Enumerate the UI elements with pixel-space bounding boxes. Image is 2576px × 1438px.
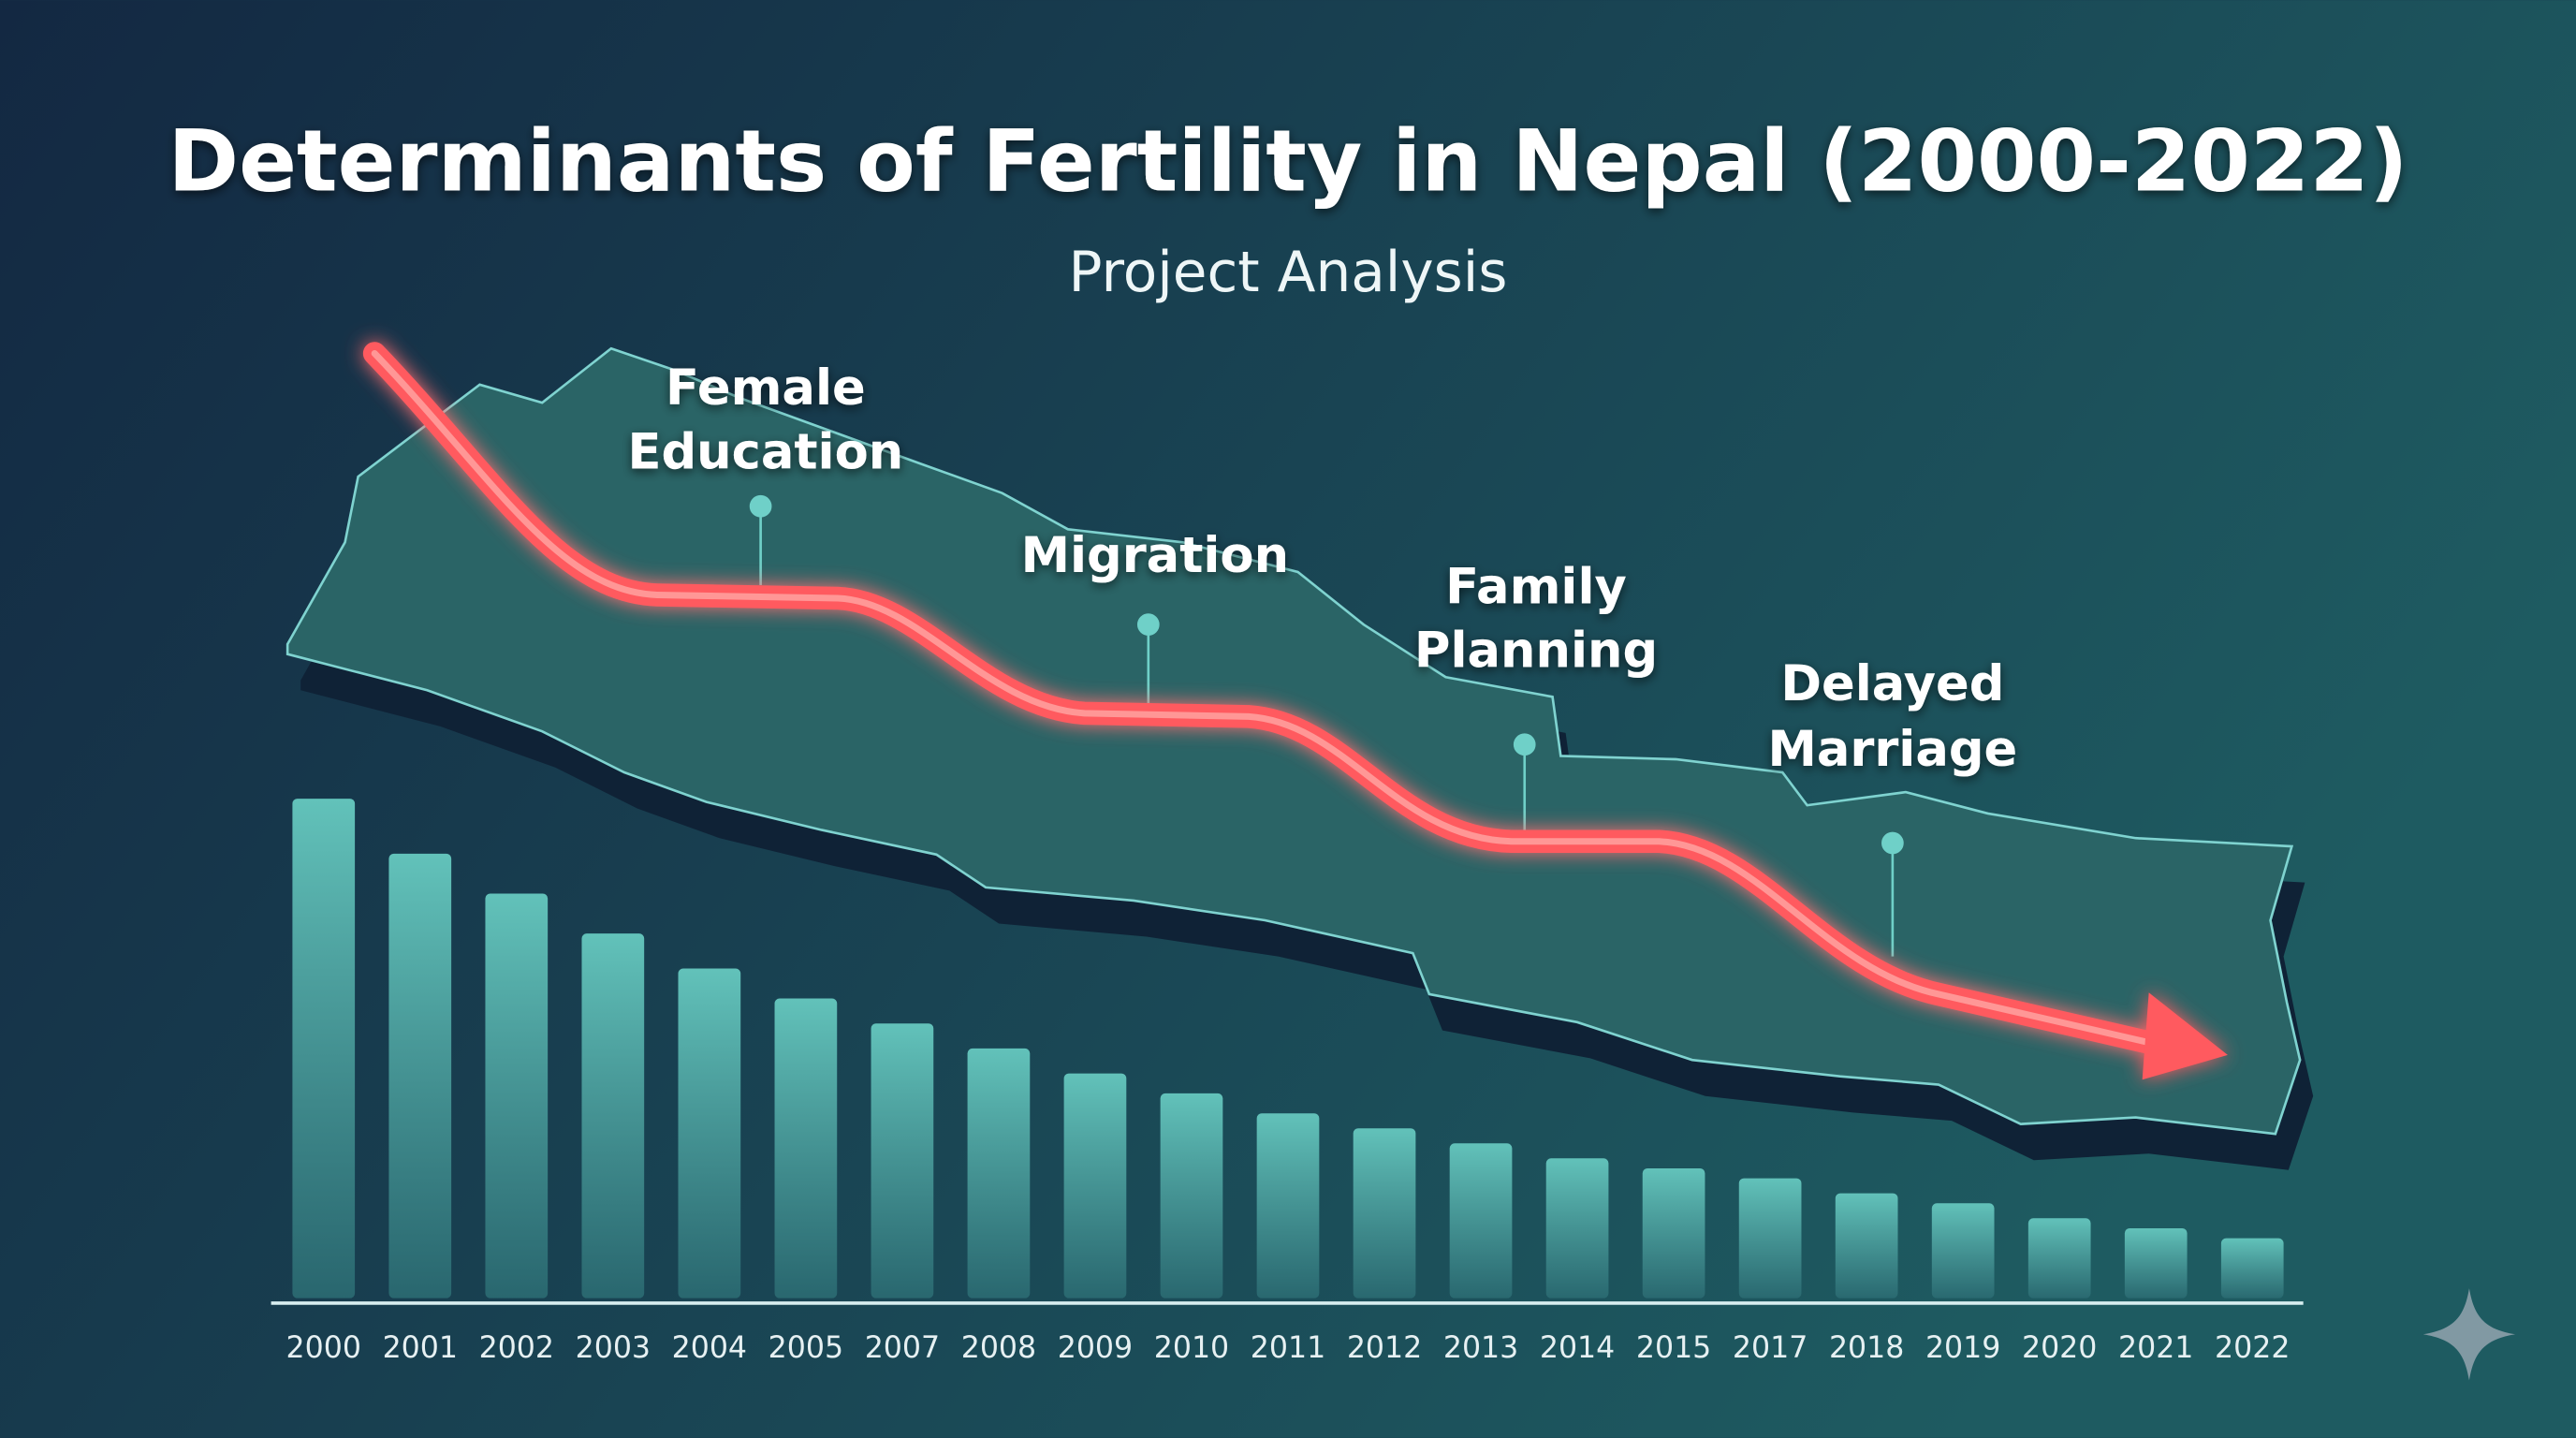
x-tick-label: 2010 [1154,1331,1229,1365]
bar-2022 [2220,1238,2284,1299]
x-tick-label: 2001 [383,1331,458,1365]
bar-2003 [581,933,645,1299]
trend-arrow [362,342,2228,1080]
bar-2001 [388,853,452,1299]
x-tick-label: 2017 [1733,1331,1808,1365]
label-family-planning-2: Planning [1414,623,1658,680]
label-migration: Migration [1021,527,1289,584]
bar-2000 [292,799,356,1299]
x-tick-label: 2008 [961,1331,1036,1365]
bar-2008 [967,1048,1031,1299]
x-tick-label: 2020 [2022,1331,2097,1365]
chart-subtitle: Project Analysis [1069,241,1508,305]
pin-delayed-marriage [1881,831,1904,957]
bar-2021 [2124,1227,2188,1299]
arrowhead-icon [2142,992,2228,1080]
bar-2005 [774,998,838,1299]
x-tick-label: 2009 [1058,1331,1133,1365]
x-tick-label: 2002 [479,1331,554,1365]
x-tick-label: 2013 [1443,1331,1518,1365]
pin-female-education [749,494,772,585]
annotation-pins [749,494,1904,957]
nepal-map [285,346,2314,1170]
x-tick-label: 2012 [1347,1331,1422,1365]
bar-2009 [1063,1073,1127,1299]
x-tick-label: 2005 [768,1331,843,1365]
pin-migration [1136,613,1160,707]
x-tick-label: 2021 [2118,1331,2193,1365]
bar-2017 [1738,1178,1802,1299]
bar-2011 [1256,1113,1320,1299]
x-tick-label: 2000 [286,1331,361,1365]
x-tick-label: 2019 [1925,1331,2000,1365]
bar-2019 [1931,1203,1995,1299]
bar-2004 [678,968,741,1299]
x-tick-label: 2011 [1251,1331,1325,1365]
label-female-education-2: Education [628,423,904,480]
x-tick-label: 2018 [1829,1331,1904,1365]
bar-series [292,799,2284,1299]
bar-2018 [1835,1193,1898,1299]
pin-family-planning [1513,733,1536,835]
bar-2012 [1353,1128,1416,1299]
bar-2002 [485,893,549,1299]
sparkle-star-icon [2422,1288,2516,1381]
bar-2020 [2027,1218,2091,1299]
chart-title: Determinants of Fertility in Nepal (2000… [168,111,2408,212]
x-tick-label: 2004 [672,1331,747,1365]
label-delayed-marriage-1: Delayed [1780,655,2004,712]
x-tick-label: 2003 [576,1331,651,1365]
x-tick-label: 2014 [1540,1331,1615,1365]
bar-2007 [871,1023,934,1299]
label-delayed-marriage-2: Marriage [1767,721,2017,778]
bar-2010 [1160,1093,1223,1299]
bar-2015 [1642,1167,1705,1299]
label-female-education-1: Female [666,360,866,417]
label-family-planning-1: Family [1445,558,1627,615]
bar-2013 [1449,1143,1513,1299]
bar-2014 [1545,1158,1609,1299]
x-tick-label: 2015 [1636,1331,1711,1365]
x-tick-label: 2022 [2215,1331,2290,1365]
x-tick-label: 2007 [865,1331,940,1365]
x-tick-labels: 2000 2001 2002 2003 2004 2005 2007 2008 2009 2010… [286,1331,2291,1365]
